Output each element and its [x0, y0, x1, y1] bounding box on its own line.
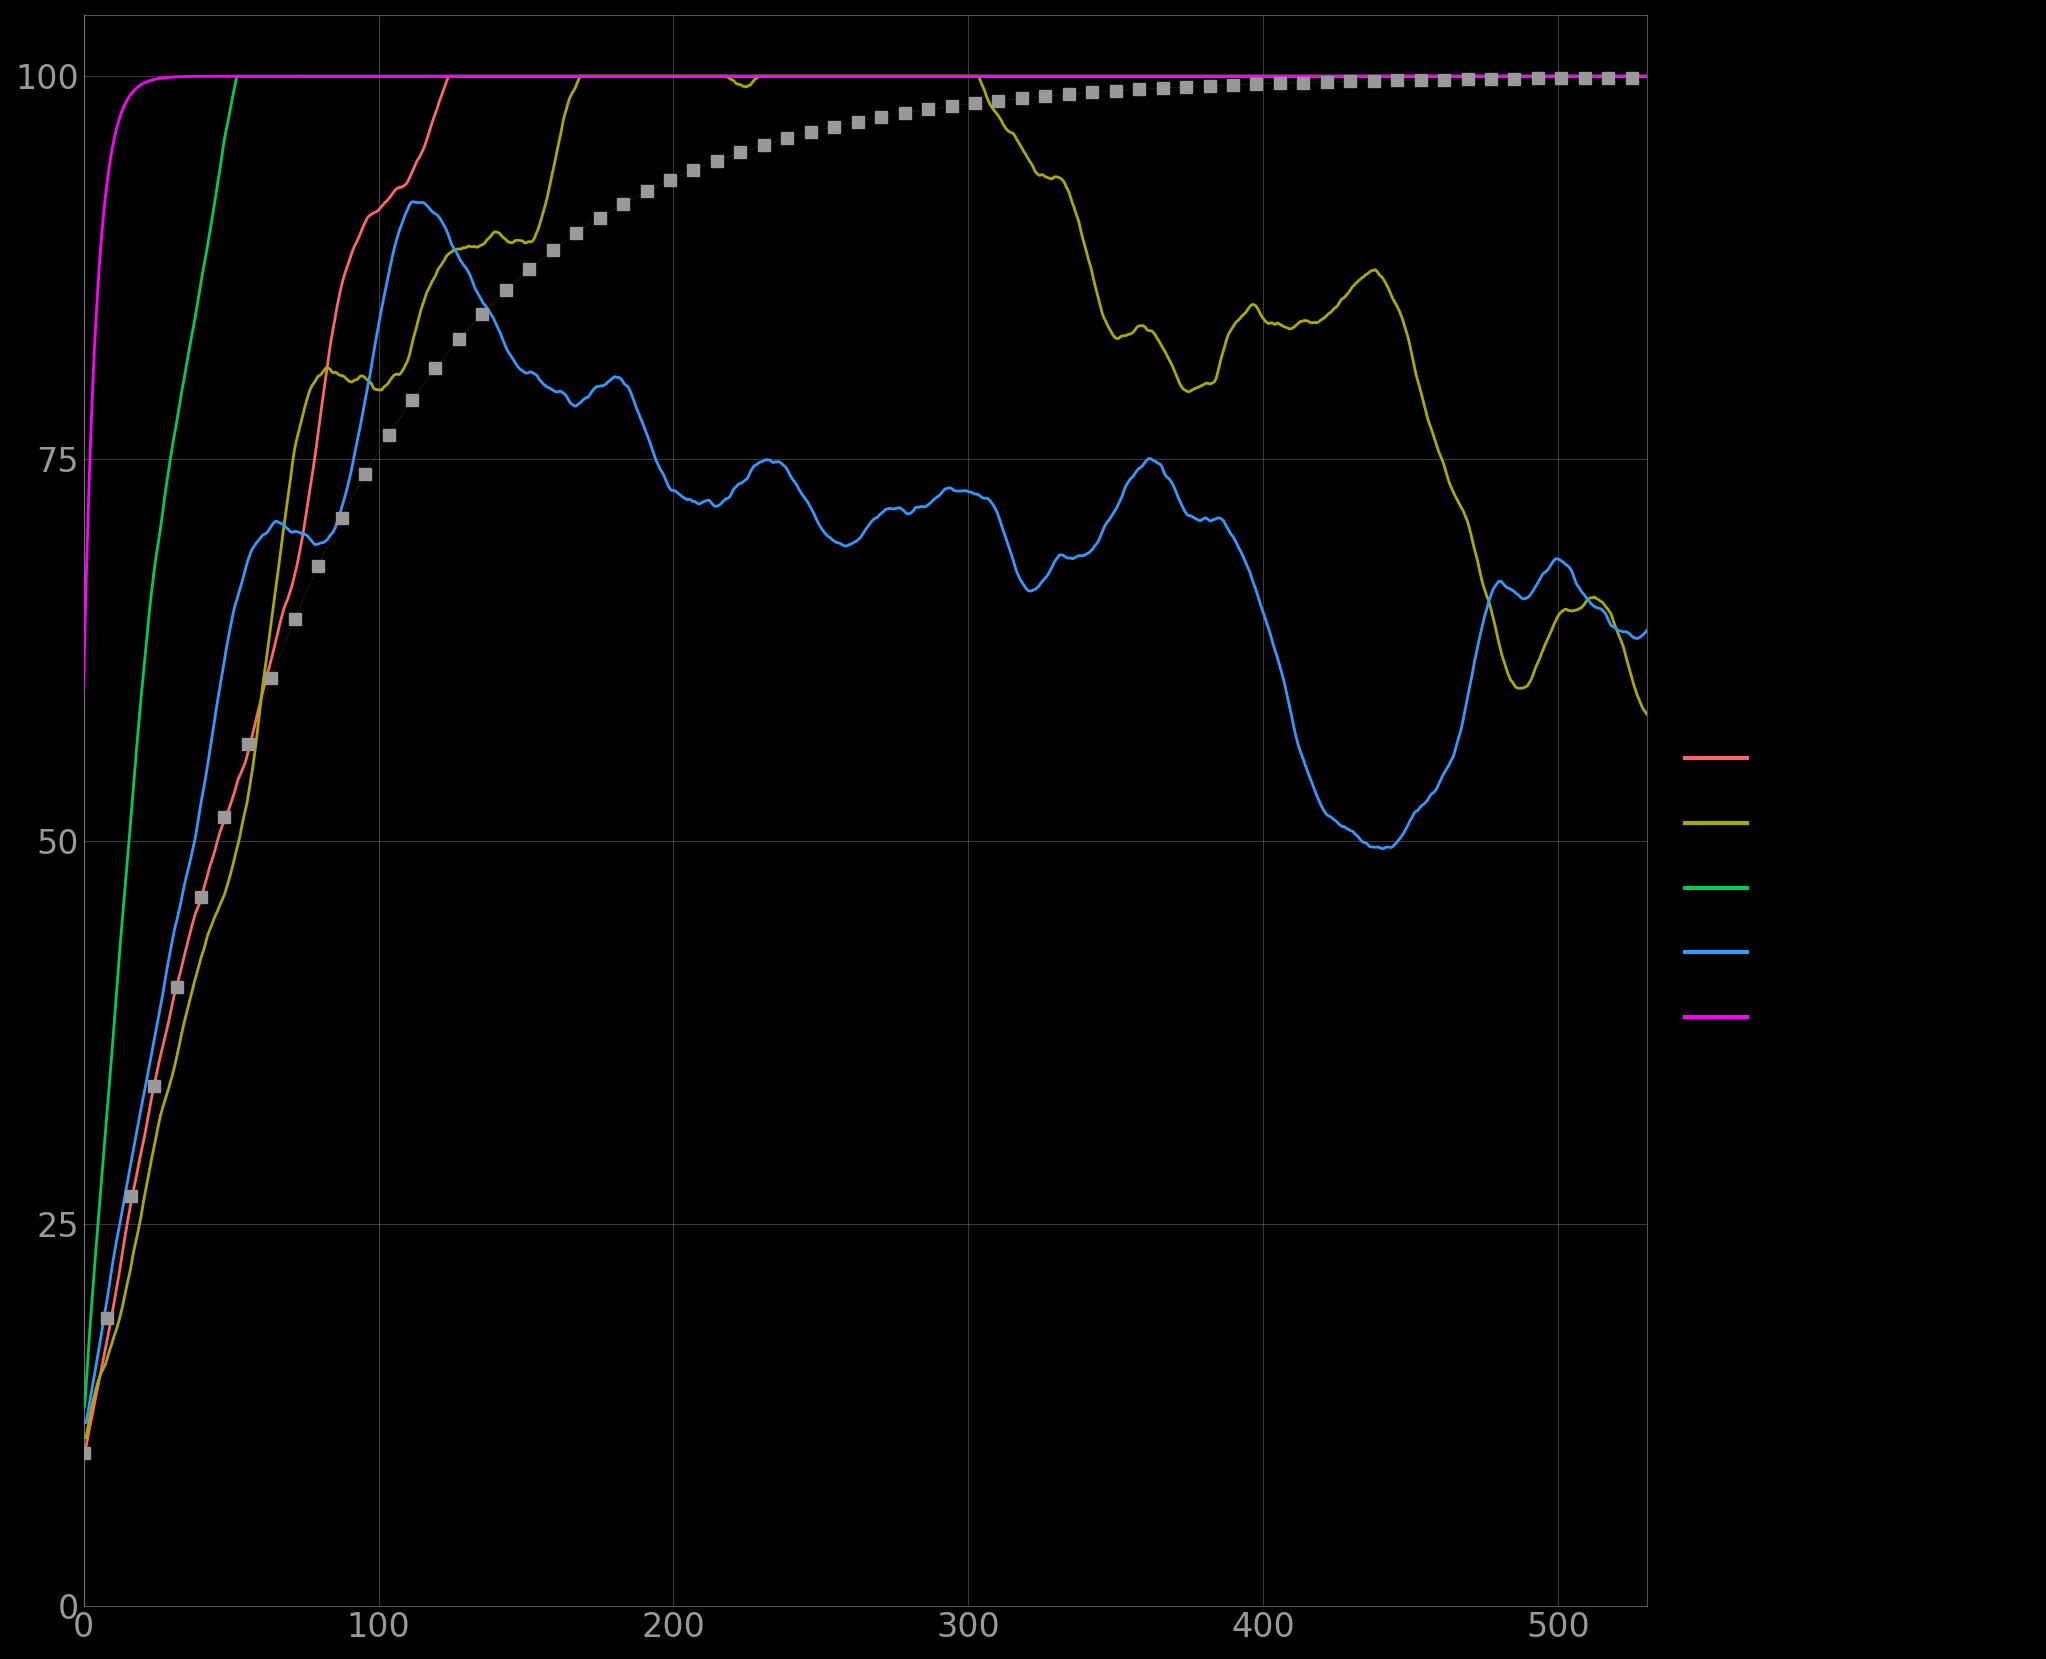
- Legend:  ,  ,  ,  ,  : , , , ,: [1676, 738, 1786, 1042]
